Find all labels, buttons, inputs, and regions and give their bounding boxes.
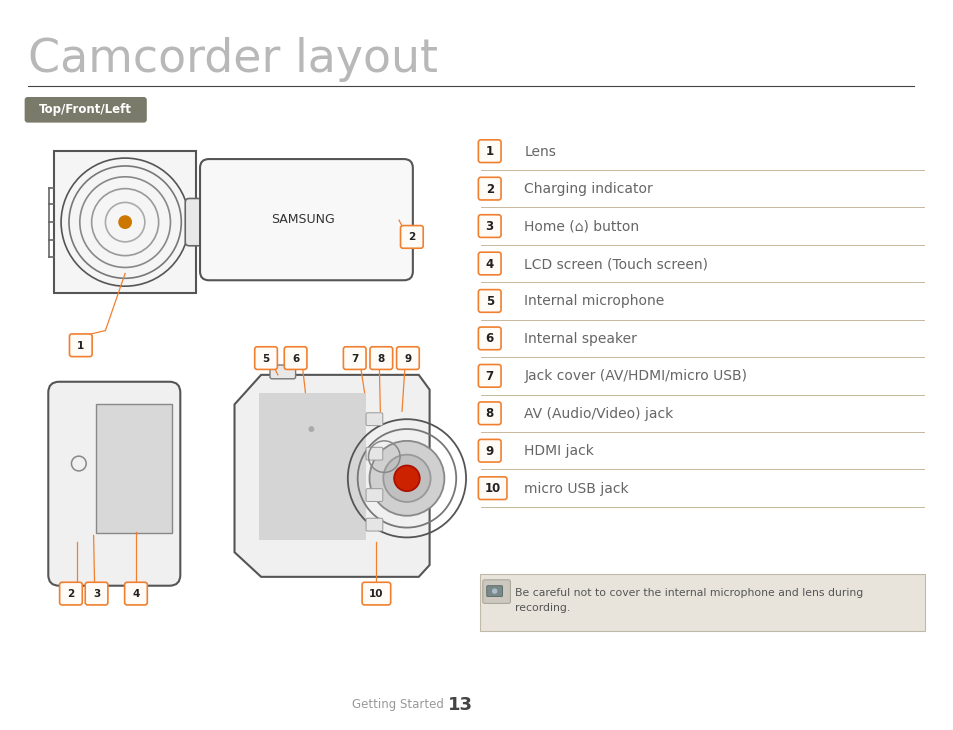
Text: Lens: Lens: [523, 145, 556, 158]
FancyBboxPatch shape: [366, 488, 382, 502]
FancyBboxPatch shape: [366, 518, 382, 531]
FancyBboxPatch shape: [54, 151, 196, 293]
FancyBboxPatch shape: [70, 334, 92, 357]
FancyBboxPatch shape: [477, 439, 500, 462]
FancyBboxPatch shape: [254, 347, 277, 369]
FancyBboxPatch shape: [49, 382, 180, 585]
Text: 6: 6: [292, 353, 299, 364]
Text: 3: 3: [485, 220, 494, 233]
Text: Internal microphone: Internal microphone: [523, 294, 663, 309]
Text: 1: 1: [485, 145, 494, 158]
Text: 8: 8: [377, 353, 385, 364]
FancyBboxPatch shape: [85, 583, 108, 605]
FancyBboxPatch shape: [366, 412, 382, 426]
FancyBboxPatch shape: [482, 580, 510, 604]
FancyBboxPatch shape: [25, 97, 147, 123]
Text: 7: 7: [351, 353, 358, 364]
Text: 13: 13: [448, 696, 473, 714]
Text: 2: 2: [68, 589, 74, 599]
FancyBboxPatch shape: [59, 583, 82, 605]
FancyBboxPatch shape: [125, 583, 147, 605]
FancyBboxPatch shape: [366, 447, 382, 460]
FancyBboxPatch shape: [477, 402, 500, 425]
FancyBboxPatch shape: [270, 365, 295, 379]
FancyBboxPatch shape: [477, 215, 500, 237]
FancyBboxPatch shape: [486, 585, 502, 596]
Text: micro USB jack: micro USB jack: [523, 482, 628, 496]
Text: HDMI jack: HDMI jack: [523, 445, 594, 458]
Text: 1: 1: [77, 341, 84, 351]
Text: 4: 4: [132, 589, 139, 599]
Text: 10: 10: [369, 589, 383, 599]
FancyBboxPatch shape: [477, 252, 500, 274]
Text: Getting Started: Getting Started: [351, 699, 443, 712]
Text: LCD screen (Touch screen): LCD screen (Touch screen): [523, 257, 707, 271]
FancyBboxPatch shape: [400, 226, 423, 248]
Text: 9: 9: [404, 353, 411, 364]
Text: 5: 5: [262, 353, 270, 364]
FancyBboxPatch shape: [95, 404, 172, 532]
FancyBboxPatch shape: [479, 574, 924, 631]
Circle shape: [118, 215, 132, 229]
Text: Be careful not to cover the internal microphone and lens during: Be careful not to cover the internal mic…: [515, 588, 862, 598]
Text: recording.: recording.: [515, 604, 570, 613]
Text: 3: 3: [92, 589, 100, 599]
FancyBboxPatch shape: [396, 347, 418, 369]
FancyBboxPatch shape: [477, 177, 500, 200]
FancyBboxPatch shape: [284, 347, 307, 369]
Text: AV (Audio/Video) jack: AV (Audio/Video) jack: [523, 407, 673, 420]
Text: 10: 10: [484, 482, 500, 495]
Text: 5: 5: [485, 295, 494, 308]
Text: Camcorder layout: Camcorder layout: [28, 37, 437, 82]
Circle shape: [492, 588, 497, 594]
Text: 7: 7: [485, 370, 494, 383]
Polygon shape: [234, 374, 429, 577]
Text: 8: 8: [485, 407, 494, 420]
Circle shape: [369, 441, 444, 516]
Text: Top/Front/Left: Top/Front/Left: [39, 104, 132, 116]
FancyBboxPatch shape: [362, 583, 391, 605]
Text: Charging indicator: Charging indicator: [523, 182, 652, 196]
FancyBboxPatch shape: [343, 347, 366, 369]
FancyBboxPatch shape: [370, 347, 393, 369]
Circle shape: [394, 466, 419, 491]
FancyBboxPatch shape: [477, 140, 500, 163]
Text: Jack cover (AV/HDMI/micro USB): Jack cover (AV/HDMI/micro USB): [523, 369, 746, 383]
Text: SAMSUNG: SAMSUNG: [271, 213, 335, 226]
Text: 4: 4: [485, 258, 494, 271]
Text: Internal speaker: Internal speaker: [523, 332, 637, 346]
Text: Home (⌂) button: Home (⌂) button: [523, 220, 639, 234]
FancyBboxPatch shape: [259, 393, 365, 540]
FancyBboxPatch shape: [477, 290, 500, 312]
Text: 2: 2: [408, 232, 416, 242]
FancyBboxPatch shape: [477, 477, 506, 499]
Text: 9: 9: [485, 445, 494, 458]
FancyBboxPatch shape: [185, 199, 214, 246]
Text: 6: 6: [485, 332, 494, 345]
FancyBboxPatch shape: [200, 159, 413, 280]
Circle shape: [383, 455, 430, 502]
Circle shape: [308, 426, 314, 432]
Text: 2: 2: [485, 182, 494, 196]
FancyBboxPatch shape: [477, 364, 500, 387]
FancyBboxPatch shape: [477, 327, 500, 350]
